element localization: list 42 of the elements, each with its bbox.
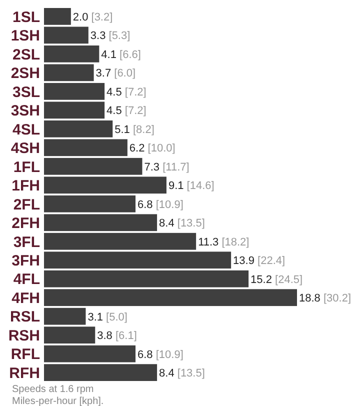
data-label: 15.2 [24.5] (250, 274, 303, 286)
y-tick-label: RSL (10, 308, 40, 326)
data-label: 11.3 [18.2] (198, 236, 250, 248)
data-label: 3.3 [5.3] (90, 30, 130, 42)
data-label: 2.0 [3.2] (72, 11, 113, 24)
data-label: 6.8 [10.9] (138, 198, 184, 211)
y-tick-label: RSH (8, 327, 40, 344)
y-tick-label: RFH (9, 364, 40, 382)
data-label: 3.7 [6.0] (96, 68, 136, 80)
data-label: 4.1 [6.6] (101, 48, 141, 61)
y-tick-label: 1SL (12, 8, 40, 26)
y-tick-label: 1SH (10, 28, 40, 45)
y-tick-label: 4FL (13, 271, 40, 288)
y-tick-label: 4SL (12, 121, 40, 138)
y-tick-label: 4SH (10, 140, 40, 158)
y-tick-label: 4FH (12, 290, 40, 307)
y-tick-label: 2FH (12, 215, 40, 232)
data-label: 18.8 [30.2] (299, 292, 351, 305)
y-tick-label: 3FL (13, 234, 40, 251)
data-label: 4.5 [7.2] (106, 86, 146, 98)
data-label: 3.8 [6.1] (97, 330, 137, 342)
y-tick-label: 3SL (12, 84, 40, 101)
data-label: 3.1 [5.0] (88, 311, 128, 324)
data-label: 6.8 [10.9] (138, 348, 184, 361)
y-tick-label: 2FL (13, 196, 40, 214)
data-label: 13.9 [22.4] (233, 255, 286, 268)
data-label: 8.4 [13.5] (159, 218, 205, 230)
data-label: 7.3 [11.7] (144, 161, 190, 174)
y-tick-label: 2SL (12, 46, 40, 64)
y-tick-label: 1FH (12, 178, 40, 195)
data-label: 5.1 [8.2] (114, 124, 154, 136)
data-label: 4.5 [7.2] (106, 105, 146, 118)
data-label: 8.4 [13.5] (159, 368, 205, 380)
text: Speeds at 1.6 rpm (12, 384, 94, 395)
y-tick-label: 1FL (13, 158, 40, 176)
data-label: 6.2 [10.0] (129, 142, 176, 155)
y-tick-label: 3SH (10, 102, 40, 120)
data-label: 9.1 [14.6] (168, 180, 214, 192)
text: Miles-per-hour [kph]. (12, 396, 104, 406)
y-tick-label: 3FH (12, 252, 40, 270)
y-tick-label: 2SH (10, 65, 40, 82)
y-tick-label: RFL (10, 346, 40, 364)
